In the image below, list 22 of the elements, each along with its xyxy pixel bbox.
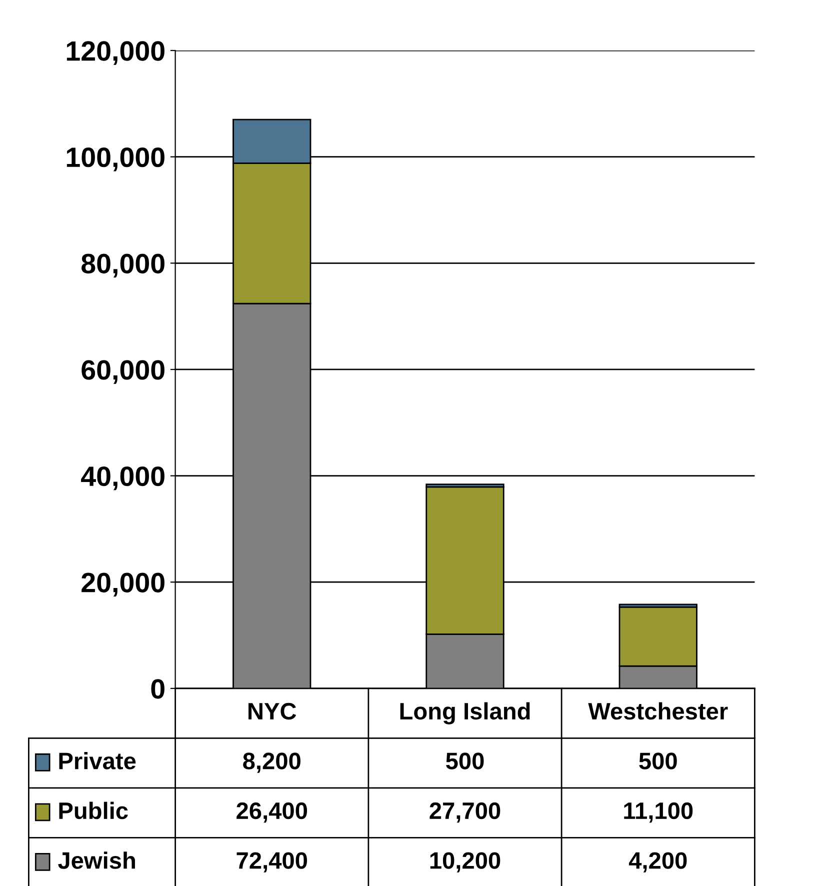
x-tick-label: Westchester [588,702,728,720]
x-tick-label: NYC [248,702,296,720]
legend-label: Jewish [58,852,135,869]
legend-label: Public [59,802,128,820]
data-label: 26,400 [236,802,308,823]
y-tick-label: 120,000 [66,41,164,65]
data-label: 8,200 [243,752,300,773]
y-tick-label: 0 [151,679,164,699]
data-label: 4,200 [628,852,687,872]
y-tick-label: 80,000 [82,254,164,278]
data-label: 11,100 [624,802,693,823]
y-tick-label: 100,000 [66,147,164,172]
y-tick-label: 60,000 [82,360,164,384]
data-label: 27,700 [430,802,500,823]
data-label: 72,400 [236,852,308,872]
x-tick-label: Long Island [400,702,530,724]
y-tick-label: 40,000 [81,466,164,490]
y-tick-label: 20,000 [82,572,164,596]
data-label: 500 [639,752,677,770]
legend-label: Private [59,752,136,770]
data-label: 500 [446,752,484,770]
data-label: 10,200 [430,852,500,872]
